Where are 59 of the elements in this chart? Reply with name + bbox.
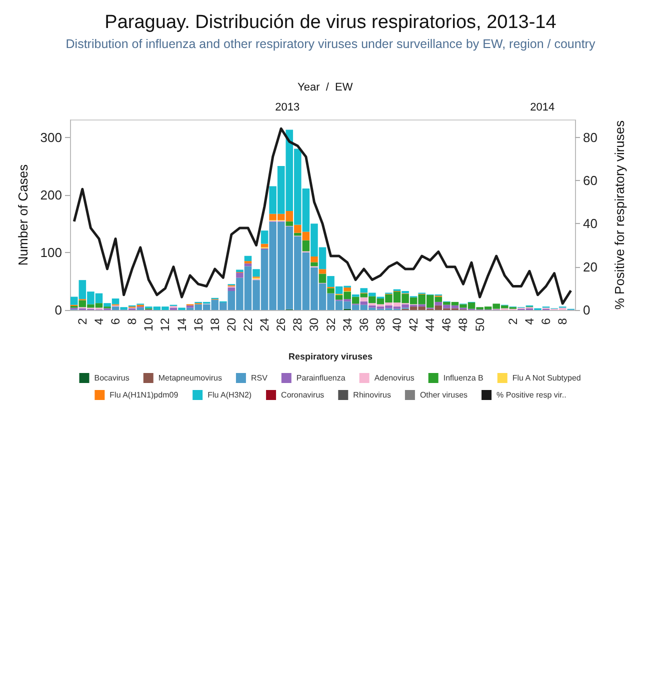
legend-title: Respiratory viruses [288, 352, 373, 362]
x-tick-label: 34 [340, 318, 354, 332]
x-tick-label: 32 [324, 318, 338, 332]
x-tick-label: 14 [174, 318, 189, 332]
y2-tick-label: 80 [583, 130, 598, 145]
x-tick-label: 6 [539, 318, 554, 325]
legend-label: Coronavirus [281, 390, 324, 400]
legend-label: Parainfluenza [296, 374, 346, 382]
legend-label: RSV [250, 374, 268, 382]
y-tick-label: 0 [54, 302, 62, 318]
y-tick-label: 100 [40, 244, 62, 260]
legend-label: Other viruses [420, 390, 468, 400]
legend-label: Flu A(H3N2) [208, 390, 252, 400]
y-axis-title: Number of Cases [15, 164, 30, 266]
x-tick-label: 40 [390, 318, 404, 332]
x-tick-label: 12 [158, 318, 172, 332]
x-tick-label: 8 [556, 318, 570, 325]
chart-subtitle: Distribution of influenza and other respiratory viruses under surveillance by EW, region / country [66, 37, 596, 51]
text: 2014 [530, 102, 555, 114]
legend-label: Adenovirus [374, 374, 414, 382]
x-tick-label: 30 [307, 318, 322, 332]
x-tick-label: 2 [506, 318, 520, 325]
x-tick-label: 48 [456, 318, 470, 332]
x-tick-label: 38 [373, 318, 388, 332]
x-tick-label: 6 [108, 318, 123, 325]
legend-label: Rhinovirus [353, 390, 391, 400]
y2-tick-label: 0 [583, 302, 590, 318]
x-tick-label: 24 [258, 318, 272, 332]
y2-tick-label: 20 [583, 259, 598, 274]
text: 2013 [275, 102, 300, 114]
x-tick-label: 36 [356, 318, 371, 332]
x-tick-label: 46 [440, 318, 454, 332]
x-tick-label: 16 [191, 318, 206, 332]
legend-label: Metapneumovirus [158, 374, 222, 382]
legend-label: Bocavirus [94, 374, 130, 382]
y2-axis-title: % Positive for respiratory viruses [612, 120, 627, 310]
x-tick-label: 26 [274, 318, 288, 332]
x-tick-label: 2 [75, 318, 90, 325]
x-axis-title: Year / EW [298, 82, 354, 94]
y-tick-label: 200 [40, 187, 62, 202]
x-tick-label: 10 [142, 318, 156, 332]
x-tick-label: 4 [92, 318, 106, 325]
y-tick-label: 300 [40, 130, 62, 145]
x-tick-label: 22 [240, 318, 255, 332]
x-tick-label: 50 [472, 318, 487, 332]
legend-label: Flu A Not Subtyped [512, 374, 581, 382]
legend-label: Flu A(H1N1)pdm09 [110, 390, 179, 400]
x-tick-label: 44 [423, 318, 438, 332]
x-tick-label: 42 [406, 318, 421, 332]
y2-tick-label: 60 [583, 172, 598, 188]
x-tick-label: 28 [290, 318, 305, 332]
legend-label: % Positive resp vir.. [496, 390, 566, 400]
y2-tick-label: 40 [583, 216, 598, 232]
x-tick-label: 20 [224, 318, 238, 332]
x-tick-label: 8 [125, 318, 140, 325]
legend-label: Influenza B [443, 374, 484, 382]
x-tick-label: 4 [522, 318, 536, 325]
x-tick-label: 18 [208, 318, 222, 332]
chart-title: Paraguay. Distribución de virus respiratorios, 2013-14 [104, 12, 557, 33]
